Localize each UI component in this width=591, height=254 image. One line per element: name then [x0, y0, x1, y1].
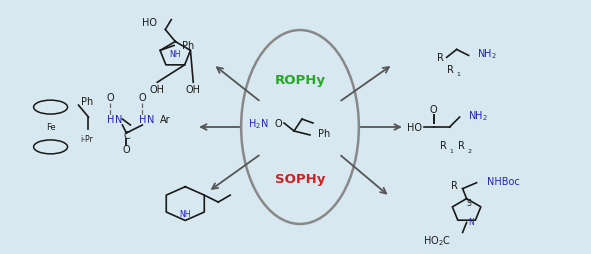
Text: R: R: [440, 140, 447, 150]
Text: R: R: [447, 65, 454, 75]
Text: Fe: Fe: [46, 123, 56, 132]
Text: OH: OH: [186, 85, 201, 95]
Text: NH: NH: [170, 50, 181, 59]
Text: NH$_2$: NH$_2$: [467, 109, 488, 122]
Text: O: O: [106, 93, 114, 103]
Text: H: H: [107, 115, 114, 124]
Text: SOPHy: SOPHy: [275, 172, 325, 185]
Text: Ph: Ph: [182, 41, 194, 51]
Text: R: R: [437, 53, 444, 63]
Text: N: N: [147, 115, 154, 124]
Text: C: C: [123, 131, 130, 140]
Text: OH: OH: [150, 85, 165, 95]
Text: H$_2$N: H$_2$N: [248, 117, 268, 130]
Text: 2: 2: [467, 149, 472, 154]
Text: HO: HO: [142, 18, 157, 27]
Text: ROPHy: ROPHy: [274, 73, 326, 86]
Text: Ph: Ph: [318, 129, 330, 138]
Text: H: H: [139, 115, 146, 124]
Text: NHBoc: NHBoc: [486, 176, 519, 186]
Text: 1: 1: [450, 149, 453, 154]
Text: NH: NH: [180, 209, 191, 218]
Text: O: O: [430, 105, 437, 115]
Text: O: O: [138, 93, 146, 103]
Text: R: R: [451, 180, 458, 190]
Text: N: N: [469, 217, 474, 226]
Text: O: O: [122, 144, 130, 154]
Text: HO$_2$C: HO$_2$C: [423, 234, 450, 247]
Text: 1: 1: [457, 72, 460, 76]
Text: Ph: Ph: [80, 97, 93, 107]
Text: N: N: [115, 115, 122, 124]
Text: R: R: [458, 140, 465, 150]
Text: O: O: [274, 119, 282, 129]
Text: S: S: [466, 198, 471, 207]
Text: i-Pr: i-Pr: [80, 135, 93, 144]
Text: Ar: Ar: [160, 115, 171, 124]
Text: NH$_2$: NH$_2$: [476, 47, 496, 61]
Text: HO: HO: [407, 122, 422, 133]
